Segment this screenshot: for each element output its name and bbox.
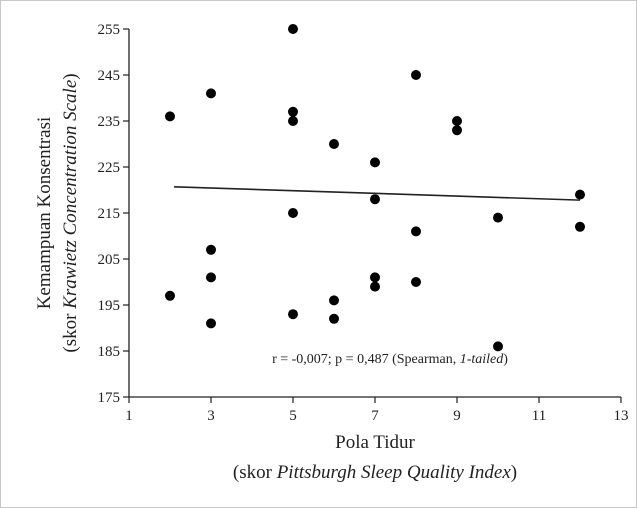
data-point bbox=[206, 244, 216, 255]
x-tick-label: 9 bbox=[453, 408, 461, 424]
y-tick-label: 245 bbox=[98, 68, 121, 84]
y-tick-label: 225 bbox=[98, 160, 121, 176]
x-tick-label: 5 bbox=[289, 408, 297, 424]
y-tick-label: 205 bbox=[98, 252, 121, 268]
axes bbox=[128, 29, 621, 398]
data-point bbox=[493, 212, 503, 223]
data-point bbox=[329, 139, 339, 149]
data-point bbox=[370, 281, 380, 292]
y-tick-label: 175 bbox=[98, 390, 121, 406]
y-tick-label: 185 bbox=[98, 344, 121, 360]
data-point bbox=[411, 70, 421, 80]
annotation-text: r = -0,007; p = 0,487 (Spearman, 1-taile… bbox=[272, 352, 508, 367]
y-tick-label: 235 bbox=[98, 114, 121, 130]
data-point bbox=[288, 208, 298, 218]
y-axis-subtitle: (skor Krawietz Concentration Scale) bbox=[60, 73, 81, 352]
data-point bbox=[493, 341, 503, 352]
x-tick-label: 1 bbox=[125, 408, 133, 424]
data-point bbox=[288, 106, 298, 117]
x-tick-label: 13 bbox=[614, 408, 629, 424]
y-tick-label: 255 bbox=[98, 22, 121, 38]
x-tick-label: 3 bbox=[207, 408, 215, 424]
data-point bbox=[370, 272, 380, 283]
data-point bbox=[288, 309, 298, 320]
tick-marks bbox=[123, 28, 622, 403]
y-axis-title: Kemampuan Konsentrasi bbox=[34, 117, 55, 310]
data-point bbox=[288, 116, 298, 126]
data-point bbox=[329, 313, 339, 324]
x-tick-label: 11 bbox=[532, 408, 546, 424]
y-tick-label: 195 bbox=[98, 298, 121, 314]
data-point bbox=[575, 221, 585, 232]
x-axis-title: Pola Tidur bbox=[335, 432, 415, 453]
data-point bbox=[411, 277, 421, 287]
y-tick-label: 215 bbox=[98, 206, 121, 222]
data-point bbox=[329, 295, 339, 306]
data-point bbox=[288, 24, 298, 34]
trend-line bbox=[174, 185, 581, 201]
data-point bbox=[370, 157, 380, 168]
data-point bbox=[165, 290, 175, 301]
data-point bbox=[206, 272, 216, 283]
data-point bbox=[370, 194, 380, 205]
x-tick-label: 7 bbox=[371, 408, 379, 424]
data-point bbox=[206, 88, 216, 99]
data-point bbox=[452, 116, 462, 126]
data-point bbox=[411, 226, 421, 237]
x-axis-subtitle: (skor Pittsburgh Sleep Quality Index) bbox=[233, 462, 517, 483]
data-point bbox=[575, 189, 585, 200]
data-points bbox=[165, 24, 585, 352]
data-point bbox=[165, 111, 175, 122]
data-point bbox=[452, 125, 462, 136]
data-point bbox=[206, 318, 216, 329]
